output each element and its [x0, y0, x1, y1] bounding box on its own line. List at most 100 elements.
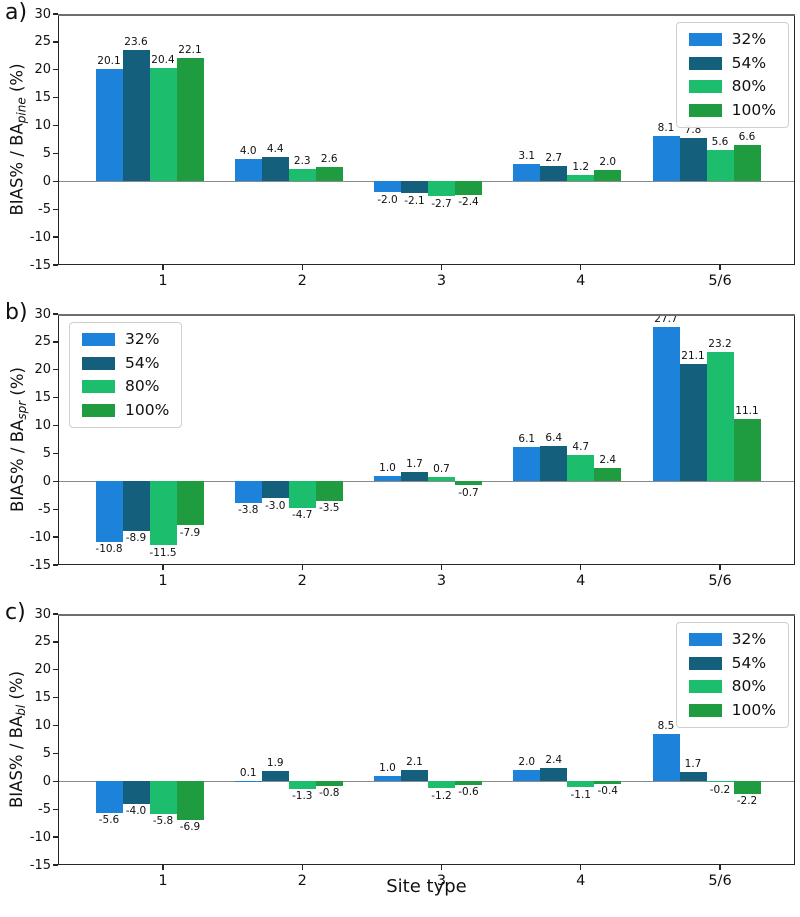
x-tick-mark	[719, 865, 721, 870]
bar	[374, 475, 401, 482]
bar	[455, 781, 482, 785]
x-tick-mark	[719, 265, 721, 270]
bar-value-label: -8.9	[125, 532, 147, 545]
y-tick-mark	[53, 13, 58, 15]
x-tick-mark	[440, 865, 443, 870]
legend-swatch	[688, 633, 722, 646]
panel-letter-b: b)	[5, 300, 28, 325]
y-tick-mark	[53, 96, 58, 99]
legend-label: 54%	[125, 353, 160, 372]
bar-value-label: 20.4	[151, 53, 175, 66]
bar-value-label: 1.0	[379, 461, 396, 474]
bar-value-label: -2.2	[736, 795, 758, 808]
bar	[513, 164, 541, 182]
bar	[176, 781, 204, 820]
y-tick-mark	[53, 341, 58, 343]
bar	[176, 481, 204, 526]
bar	[261, 770, 289, 782]
bar	[567, 174, 595, 182]
zero-line	[58, 180, 795, 182]
legend: 32% 54% 80% 100%	[69, 322, 183, 428]
bar-value-label: 6.1	[518, 433, 536, 446]
y-tick-label: -15	[29, 857, 51, 873]
bar-value-label: 20.1	[97, 55, 121, 68]
bar	[122, 481, 150, 531]
bar	[428, 181, 455, 197]
bar-value-label: -11.5	[149, 546, 177, 559]
y-tick-label: 10	[34, 418, 51, 434]
bar-value-label: -7.9	[179, 526, 201, 539]
x-tick-label: 4	[576, 273, 586, 289]
y-tick-mark	[53, 780, 58, 783]
bar-value-label: 27.7	[654, 312, 678, 325]
legend-label: 54%	[731, 53, 767, 72]
y-tick-label: -15	[29, 557, 51, 573]
bar	[401, 471, 428, 482]
x-tick-mark	[580, 265, 582, 270]
y-tick-label: 30	[34, 606, 51, 622]
bar-value-label: 8.5	[657, 719, 675, 732]
legend-item: 80%	[82, 378, 169, 395]
y-tick-mark	[53, 613, 58, 615]
bar-value-label: -0.2	[709, 783, 731, 796]
y-tick-mark	[53, 696, 58, 699]
legend-item: 100%	[82, 401, 169, 419]
bar	[95, 781, 123, 813]
y-tick-label: -10	[29, 829, 51, 845]
x-tick-mark	[301, 565, 303, 570]
bar-value-label: 23.6	[124, 35, 148, 48]
top-spine	[58, 614, 795, 617]
x-tick-mark	[162, 865, 164, 870]
left-spine	[58, 614, 60, 865]
legend-swatch	[688, 56, 722, 70]
bar-value-label: 8.1	[657, 122, 675, 135]
y-tick-label: 30	[34, 306, 51, 322]
bar	[455, 481, 482, 486]
bar	[706, 150, 734, 182]
x-tick-mark	[301, 265, 303, 270]
legend-swatch	[82, 380, 115, 393]
bar-value-label: 2.0	[518, 756, 536, 769]
y-tick-label: 25	[34, 634, 51, 650]
bar	[652, 326, 680, 482]
bar-value-label: -2.0	[377, 193, 398, 206]
bar-value-label: -1.2	[431, 789, 452, 802]
bar	[176, 58, 204, 182]
y-tick-label: 20	[34, 62, 51, 78]
bar-value-label: 1.7	[406, 457, 423, 470]
legend-swatch	[688, 703, 722, 717]
bar-value-label: 2.4	[599, 453, 617, 466]
legend-swatch	[688, 680, 722, 693]
x-tick-label: 4	[576, 873, 586, 889]
bar	[540, 166, 568, 182]
bottom-spine	[58, 563, 795, 565]
legend-swatch	[688, 103, 722, 117]
y-tick-label: 25	[34, 334, 51, 350]
legend-label: 80%	[125, 377, 160, 395]
y-tick-label: -10	[29, 529, 51, 545]
bottom-spine	[58, 263, 795, 265]
zero-line	[58, 780, 795, 782]
bar-value-label: 0.1	[239, 766, 257, 779]
y-tick-mark	[53, 180, 58, 183]
y-tick-mark	[53, 536, 58, 538]
bar	[315, 781, 343, 786]
bar-value-label: 1.9	[266, 756, 284, 769]
bar	[149, 781, 177, 814]
bar	[122, 781, 150, 804]
y-tick-mark	[53, 452, 58, 455]
x-tick-label: 1	[158, 573, 168, 589]
bar	[594, 467, 622, 482]
bar	[594, 170, 622, 182]
legend-swatch	[688, 33, 722, 46]
x-tick-mark	[162, 265, 164, 270]
bar	[540, 445, 568, 482]
x-tick-label: 3	[436, 873, 447, 889]
panel-letter-a: a)	[5, 0, 28, 25]
y-tick-mark	[53, 236, 58, 238]
bar	[594, 781, 622, 784]
bar-value-label: -0.4	[597, 785, 619, 798]
legend-item: 32%	[688, 31, 776, 48]
y-tick-label: 5	[42, 745, 51, 761]
legend-swatch	[82, 403, 115, 417]
